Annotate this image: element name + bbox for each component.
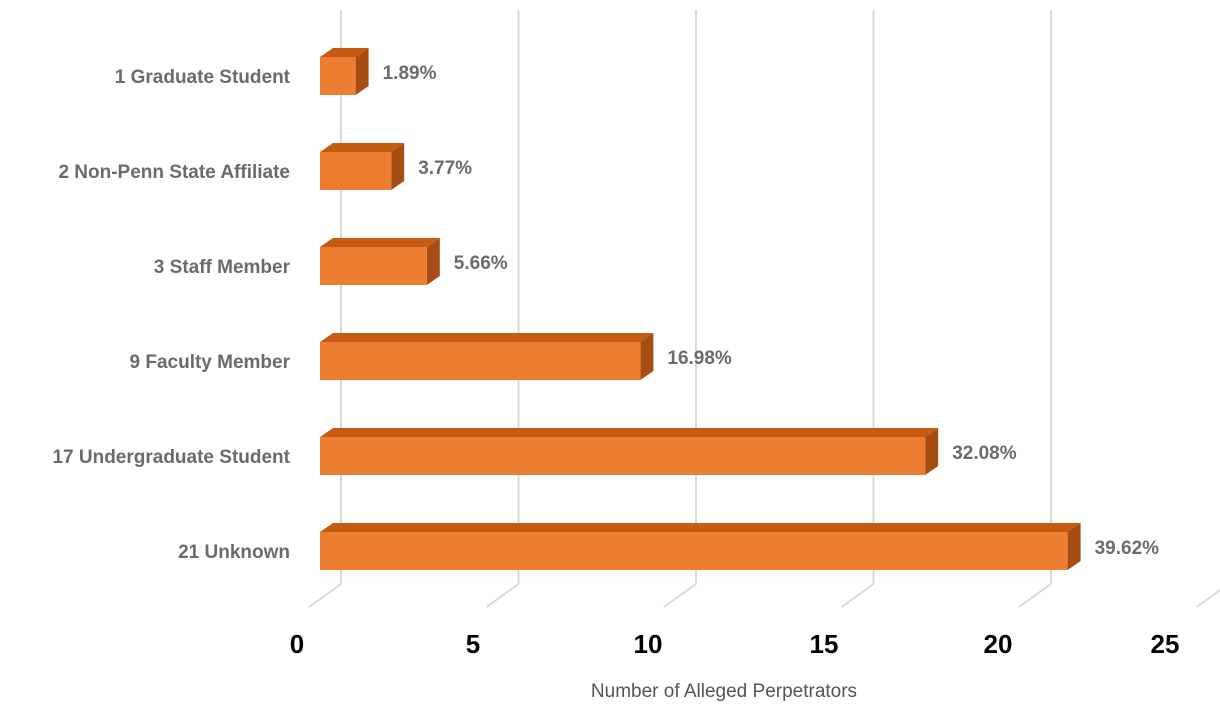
bar-top-face [320,238,440,247]
category-label: 3 Staff Member [154,257,291,278]
floor-line-0 [308,583,342,608]
floor-line-4 [1018,583,1052,608]
data-labels: 1.89% 3.77% 5.66% 16.98% 32.08% 39.62% [383,63,1160,559]
bar-top-face [320,333,654,342]
category-labels: 1 Graduate Student 2 Non-Penn State Affil… [52,67,290,563]
x-tick-labels: 0 5 10 15 20 25 [290,629,1180,659]
data-label: 16.98% [667,348,732,369]
bar-side-face [640,333,654,380]
category-label: 17 Undergraduate Student [52,447,290,468]
bar-5 [320,523,1081,570]
x-axis-title: Number of Alleged Perpetrators [591,681,857,702]
bar-side-face [1067,523,1081,570]
bar-top-face [320,428,939,437]
x-tick-label: 20 [984,629,1013,659]
data-label: 32.08% [952,443,1017,464]
bar-4 [320,428,939,475]
floor-line-5 [1195,588,1220,608]
data-label: 1.89% [383,63,437,84]
data-label: 3.77% [418,158,472,179]
gridlines [308,10,1220,608]
x-tick-label: 15 [810,629,839,659]
bar-side-face [925,428,939,475]
bar-front-face [320,152,392,190]
floor-line-2 [663,583,697,608]
bar-front-face [320,57,356,95]
bar-side-face [355,48,369,95]
bar-2 [320,238,440,285]
category-label: 21 Unknown [178,542,290,563]
bar-top-face [320,143,405,152]
data-label: 39.62% [1095,538,1160,559]
bar-top-face [320,48,369,57]
category-label: 2 Non-Penn State Affiliate [58,162,290,183]
x-tick-label: 0 [290,629,304,659]
x-tick-label: 5 [466,629,480,659]
data-label: 5.66% [454,253,508,274]
floor-line-1 [485,583,520,608]
bar-0 [320,48,369,95]
bar-3 [320,333,654,380]
bar-side-face [391,143,405,190]
bars [320,48,1081,570]
bar-side-face [426,238,440,285]
category-label: 9 Faculty Member [130,352,291,373]
x-tick-label: 25 [1151,629,1180,659]
bar-front-face [320,247,427,285]
bar-1 [320,143,405,190]
bar-front-face [320,437,926,475]
bar-front-face [320,532,1068,570]
category-label: 1 Graduate Student [115,67,291,88]
bar-front-face [320,342,641,380]
floor-line-3 [840,583,875,608]
x-tick-label: 10 [634,629,663,659]
bar-top-face [320,523,1081,532]
